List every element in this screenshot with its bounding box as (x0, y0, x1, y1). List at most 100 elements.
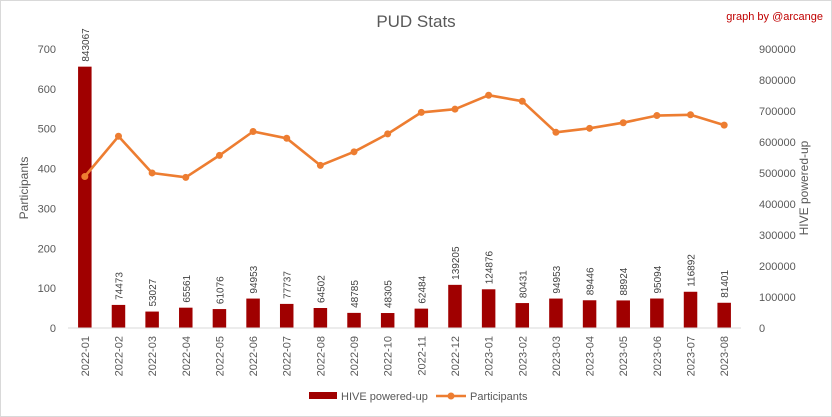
x-tick-label: 2023-04 (585, 336, 597, 376)
left-tick-label: 0 (50, 323, 56, 335)
bar-data-label: 89446 (586, 267, 597, 295)
left-tick-label: 400 (38, 164, 56, 176)
x-tick-label: 2023-08 (719, 336, 731, 376)
participants-point (182, 173, 190, 181)
participants-point (384, 130, 392, 138)
x-tick-label: 2022-03 (147, 336, 159, 376)
right-tick-label: 800000 (759, 75, 796, 87)
left-axis-ticks: 0 100 200 300 400 500 600 700 (38, 44, 56, 335)
x-tick-label: 2022-12 (450, 336, 462, 376)
right-tick-label: 300000 (759, 230, 796, 242)
right-tick-label: 0 (759, 323, 765, 335)
participants-point (552, 128, 560, 136)
bar-data-label: 77737 (283, 271, 294, 299)
bar-data-label: 88924 (619, 267, 630, 295)
participants-point (687, 111, 695, 119)
participants-point (586, 124, 594, 132)
right-tick-label: 100000 (759, 292, 796, 304)
left-tick-label: 100 (38, 283, 56, 295)
bar (212, 309, 227, 328)
participants-point (619, 119, 627, 127)
bar (78, 66, 92, 328)
bar-series-hive-powered-up (78, 66, 731, 328)
legend-label-participants: Participants (470, 391, 528, 403)
participants-point (653, 112, 661, 120)
left-tick-label: 200 (38, 243, 56, 255)
participants-point (114, 132, 122, 140)
x-tick-label: 2022-10 (383, 336, 395, 376)
left-tick-label: 700 (38, 44, 56, 56)
bar (313, 308, 328, 328)
bar-data-label: 62484 (417, 275, 428, 303)
bar (717, 302, 731, 328)
x-tick-label: 2022-05 (214, 336, 226, 376)
legend-swatch-hive-powered-up (309, 392, 337, 399)
participants-point (485, 91, 493, 99)
bar (279, 303, 294, 328)
bar-data-label: 80431 (518, 270, 529, 298)
legend-swatch-participants-marker (447, 392, 455, 400)
bar (549, 298, 563, 328)
participants-point (350, 148, 358, 156)
x-tick-label: 2022-02 (113, 336, 125, 376)
participants-point (283, 134, 291, 142)
chart-credit: graph by @arcange (726, 11, 823, 23)
bar-data-label: 81401 (720, 270, 731, 298)
bar-data-label: 74473 (114, 272, 125, 300)
x-tick-label: 2022-07 (282, 336, 294, 376)
x-tick-label: 2023-03 (551, 336, 563, 376)
chart-title: PUD Stats (376, 12, 455, 31)
bar-data-label: 53027 (148, 278, 159, 306)
bar-data-label: 61076 (215, 276, 226, 304)
bar-data-label: 64502 (316, 275, 327, 303)
bar-data-label: 48785 (350, 280, 361, 308)
participants-point (316, 161, 324, 169)
line-series-participants (81, 91, 728, 181)
participants-point (451, 105, 459, 113)
bar (179, 307, 193, 328)
bar (111, 304, 126, 328)
bar-data-label: 843067 (81, 28, 92, 62)
x-tick-label: 2022-08 (315, 336, 327, 376)
bar-data-label: 94953 (552, 265, 563, 293)
bar-data-label: 116892 (687, 254, 698, 287)
right-axis-ticks: 0 100000 200000 300000 400000 500000 600000 700… (759, 44, 796, 335)
participants-point (215, 151, 223, 159)
x-tick-label: 2023-01 (484, 336, 496, 376)
participants-point (148, 169, 156, 177)
x-tick-label: 2022-06 (248, 336, 260, 376)
bar-data-labels: 843067 74473 53027 65561 61076 94953 77737 6450… (81, 28, 731, 308)
left-axis-title: Participants (17, 157, 31, 220)
bar-data-label: 94953 (249, 265, 260, 293)
bar-data-label: 95094 (653, 265, 664, 293)
bar-data-label: 65561 (182, 274, 193, 302)
bar (683, 291, 698, 328)
participants-point (518, 97, 526, 105)
right-tick-label: 200000 (759, 261, 796, 273)
participants-point (81, 173, 89, 181)
bar (650, 298, 664, 328)
bar (448, 284, 462, 328)
participants-point (720, 121, 728, 129)
bar (414, 308, 429, 328)
x-tick-label: 2023-06 (652, 336, 664, 376)
left-tick-label: 300 (38, 203, 56, 215)
participants-point (417, 108, 425, 116)
x-tick-label: 2023-05 (618, 336, 630, 376)
participants-point (249, 128, 257, 136)
bar-data-label: 124876 (485, 250, 496, 284)
bar (246, 298, 260, 328)
bar (481, 289, 496, 328)
bar (616, 300, 630, 328)
left-tick-label: 500 (38, 124, 56, 136)
x-tick-label: 2022-09 (349, 336, 361, 376)
x-tick-label: 2023-02 (517, 336, 529, 376)
right-tick-label: 500000 (759, 168, 796, 180)
right-axis-title: HIVE powered-up (797, 140, 811, 235)
right-tick-label: 600000 (759, 137, 796, 149)
bar (515, 303, 530, 328)
x-tick-label: 2022-01 (80, 336, 92, 376)
bar (347, 312, 361, 328)
